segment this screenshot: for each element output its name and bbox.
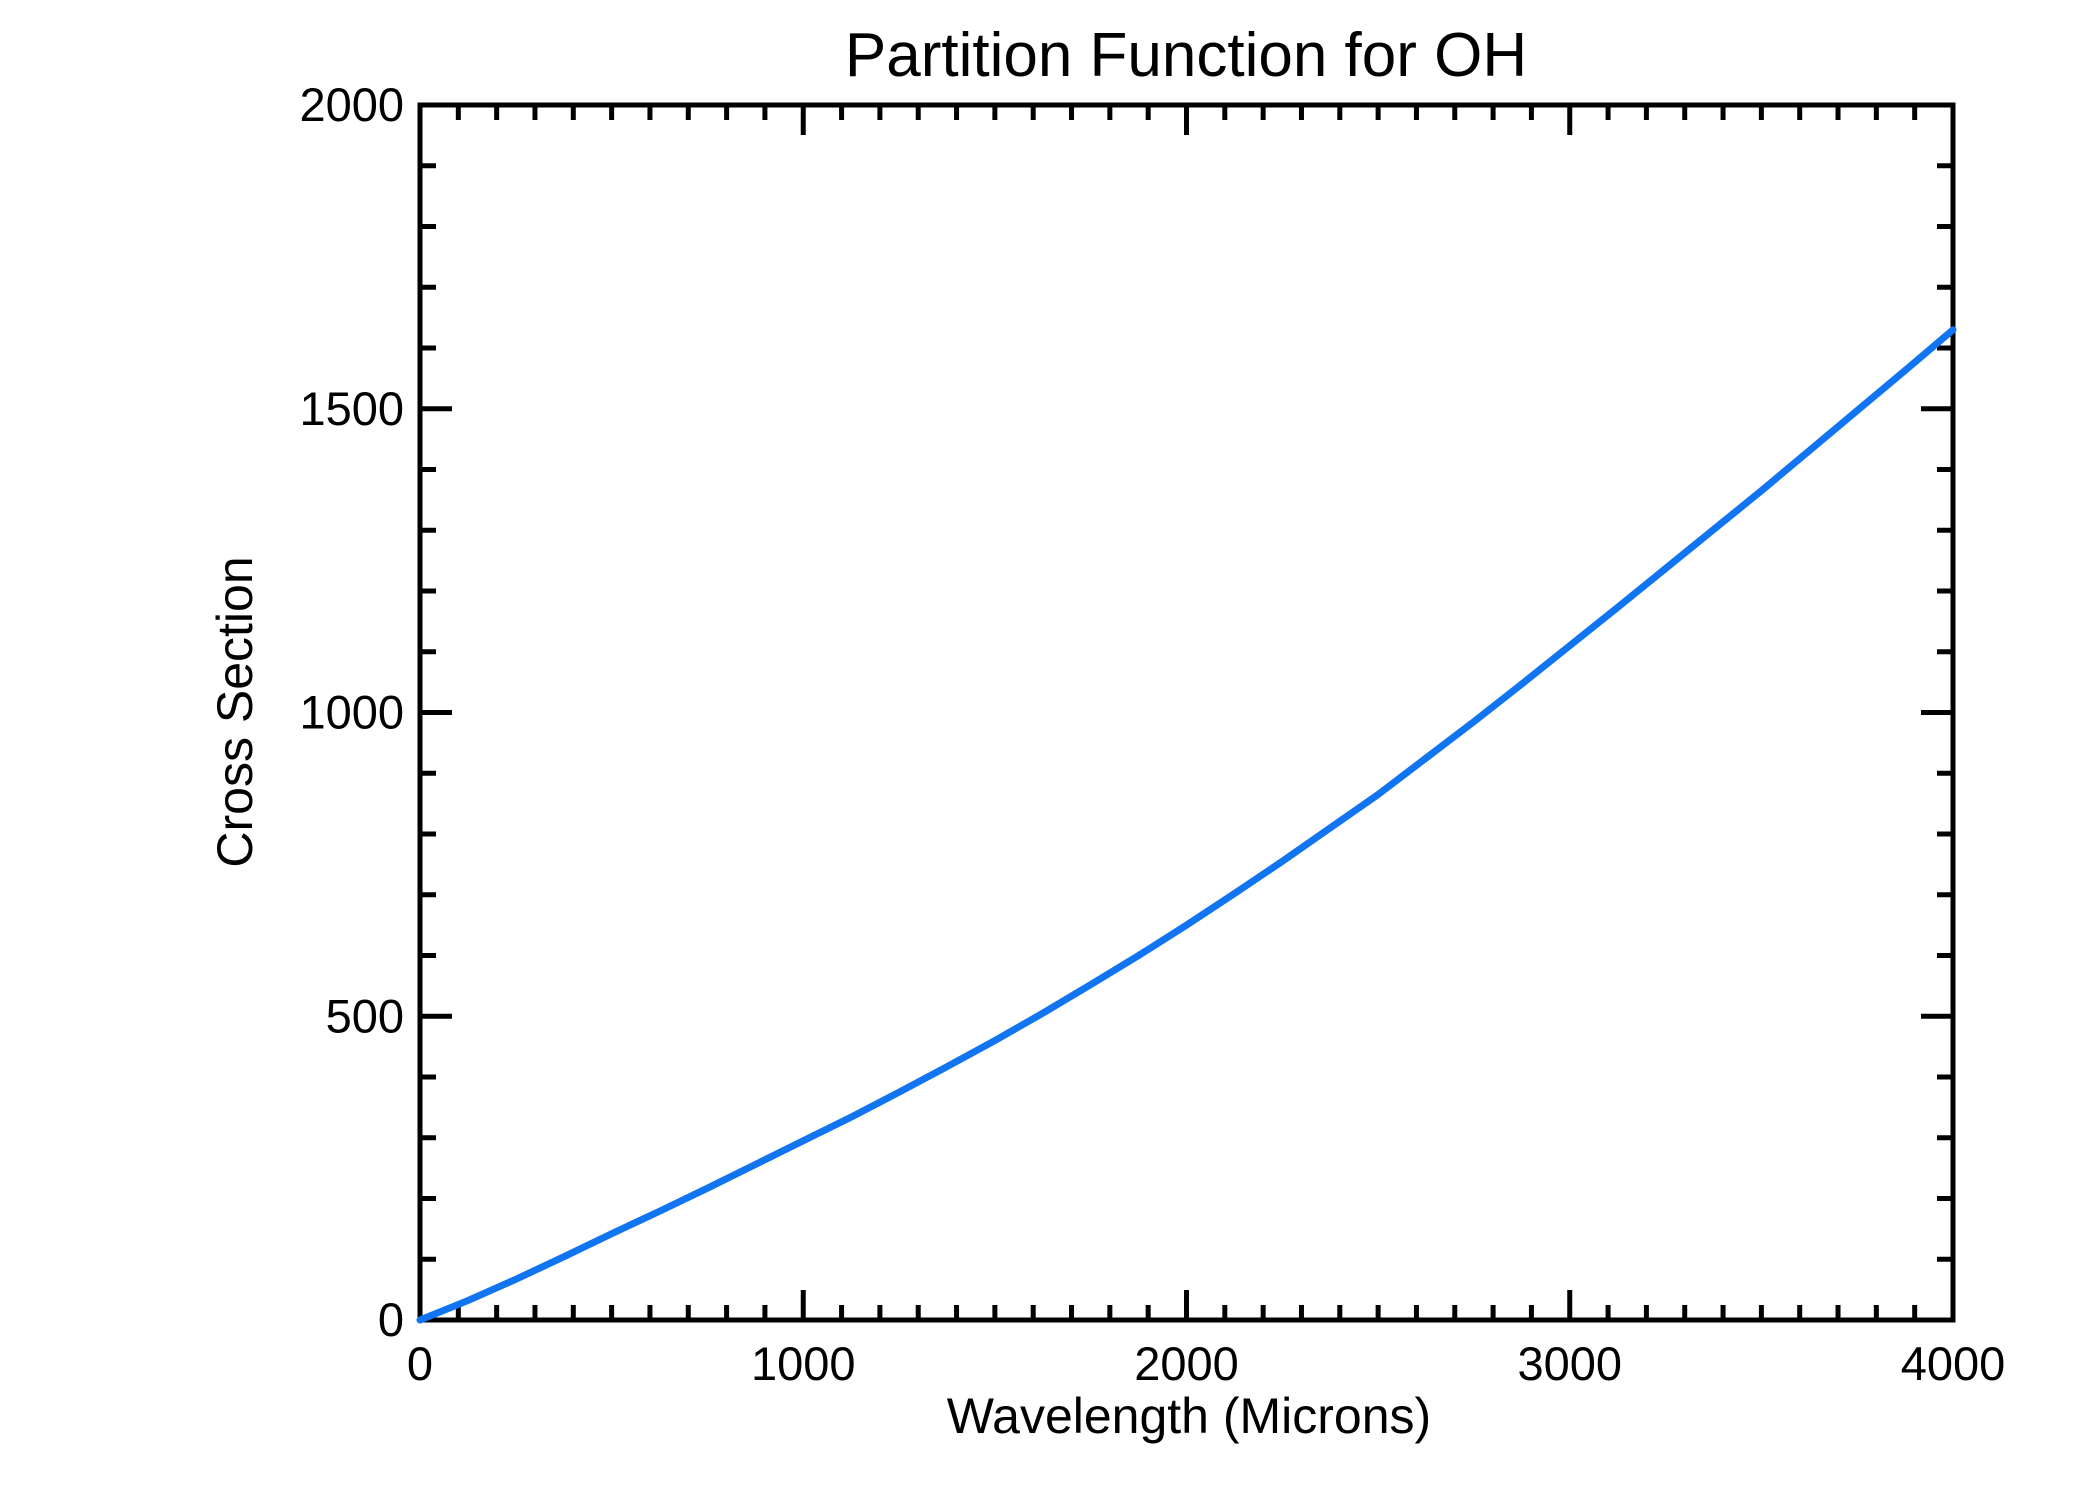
series-layer: [416, 326, 1957, 1324]
x-tick-label: 3000: [1517, 1337, 1622, 1390]
data-line: [416, 326, 1957, 1324]
y-tick-label: 0: [378, 1293, 404, 1346]
y-tick-label: 2000: [299, 78, 404, 131]
x-tick-label: 1000: [751, 1337, 856, 1390]
chart-title: Partition Function for OH: [845, 21, 1527, 90]
x-tick-label: 4000: [1901, 1337, 2006, 1390]
y-tick-label: 1500: [299, 382, 404, 435]
x-axis-label: Wavelength (Microns): [947, 1388, 1431, 1444]
x-tick-label: 0: [407, 1337, 433, 1390]
x-tick-label: 2000: [1134, 1337, 1239, 1390]
y-tick-label: 500: [326, 989, 404, 1042]
y-tick-label: 1000: [299, 686, 404, 739]
tick-labels-layer: 0 1000 2000 3000 4000 0 500 1000 1500 2000: [299, 78, 2005, 1390]
y-axis-label: Cross Section: [207, 556, 263, 867]
ticks-layer: [417, 102, 1956, 1323]
plot-box: [417, 102, 1956, 1323]
